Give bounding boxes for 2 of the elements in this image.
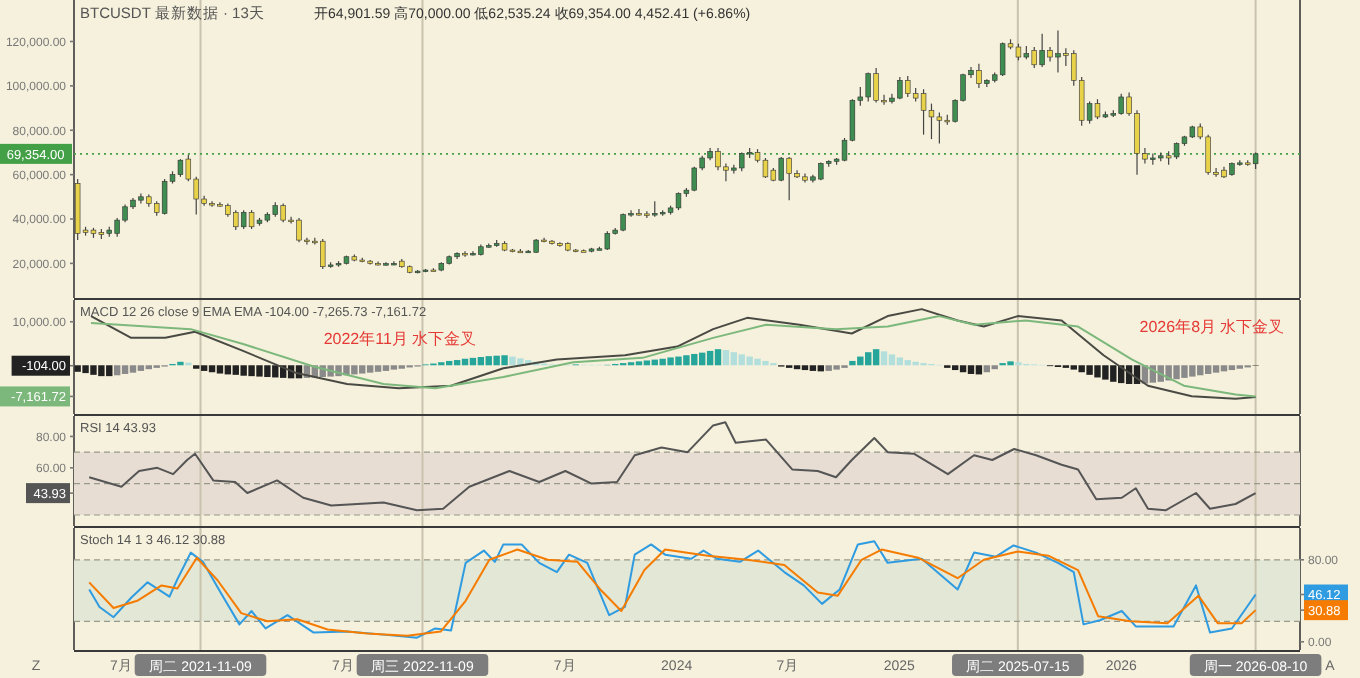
- annotation: 2022年11月 水下金叉: [323, 330, 477, 348]
- annotation: 2026年8月 水下金叉: [1139, 318, 1285, 336]
